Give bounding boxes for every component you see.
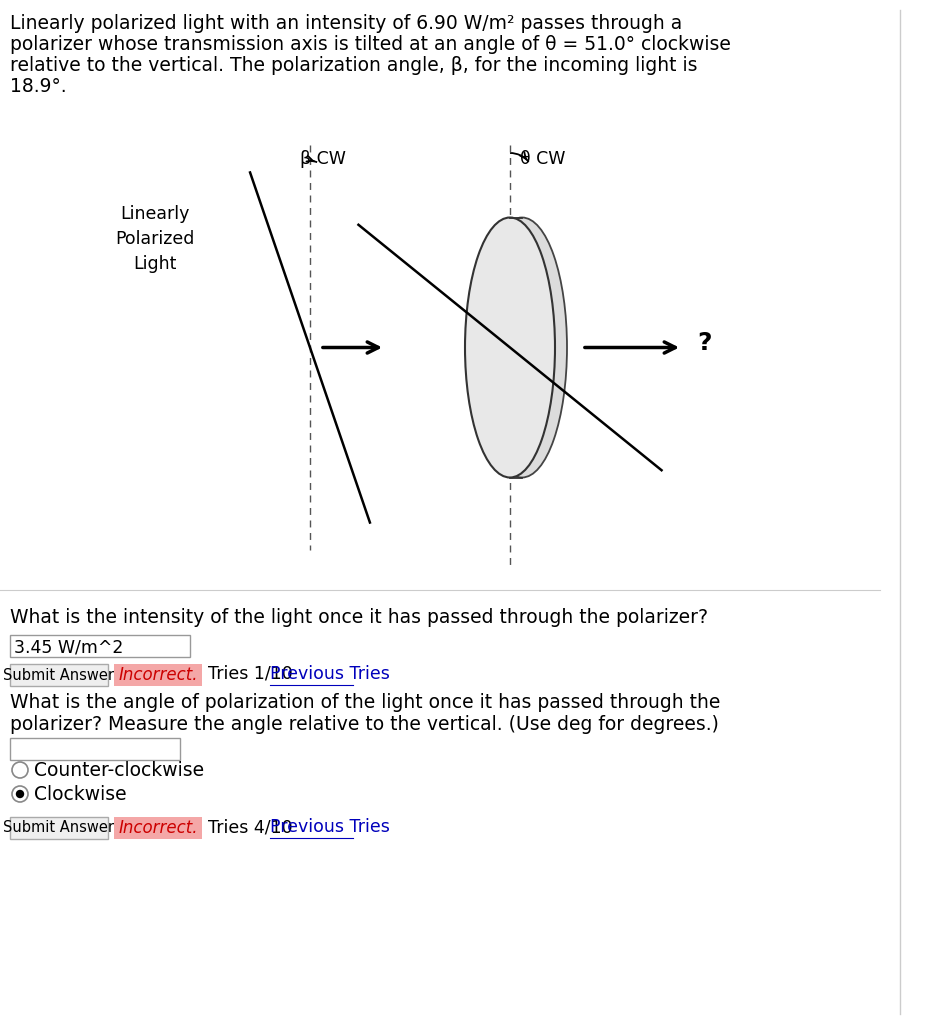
Text: Counter-clockwise: Counter-clockwise bbox=[34, 761, 204, 779]
Text: Incorrect.: Incorrect. bbox=[119, 819, 197, 837]
FancyBboxPatch shape bbox=[114, 664, 202, 686]
FancyBboxPatch shape bbox=[10, 664, 108, 686]
Text: polarizer? Measure the angle relative to the vertical. (Use deg for degrees.): polarizer? Measure the angle relative to… bbox=[10, 715, 718, 734]
Text: Incorrect.: Incorrect. bbox=[119, 666, 197, 684]
FancyBboxPatch shape bbox=[114, 817, 202, 839]
Text: θ CW: θ CW bbox=[520, 150, 565, 168]
FancyBboxPatch shape bbox=[10, 738, 180, 760]
Text: Tries 1/10: Tries 1/10 bbox=[208, 665, 293, 683]
Text: polarizer whose transmission axis is tilted at an angle of θ = 51.0° clockwise: polarizer whose transmission axis is til… bbox=[10, 35, 730, 54]
Text: 18.9°.: 18.9°. bbox=[10, 77, 67, 96]
Text: relative to the vertical. The polarization angle, β, for the incoming light is: relative to the vertical. The polarizati… bbox=[10, 56, 697, 75]
Text: What is the intensity of the light once it has passed through the polarizer?: What is the intensity of the light once … bbox=[10, 608, 708, 627]
Text: Tries 4/10: Tries 4/10 bbox=[208, 818, 293, 836]
Circle shape bbox=[12, 786, 28, 802]
Text: Linearly
Polarized
Light: Linearly Polarized Light bbox=[115, 205, 195, 273]
Ellipse shape bbox=[477, 217, 567, 477]
Text: 3.45 W/m^2: 3.45 W/m^2 bbox=[14, 638, 123, 656]
Text: Clockwise: Clockwise bbox=[34, 784, 127, 804]
Text: Submit Answer: Submit Answer bbox=[4, 820, 115, 836]
FancyBboxPatch shape bbox=[10, 817, 108, 839]
Text: Linearly polarized light with an intensity of 6.90 W/m² passes through a: Linearly polarized light with an intensi… bbox=[10, 14, 682, 33]
FancyBboxPatch shape bbox=[10, 635, 190, 657]
Circle shape bbox=[12, 762, 28, 778]
Text: Previous Tries: Previous Tries bbox=[270, 665, 390, 683]
Circle shape bbox=[17, 791, 23, 798]
Text: ?: ? bbox=[697, 331, 712, 354]
Text: β CW: β CW bbox=[300, 150, 346, 168]
Ellipse shape bbox=[465, 217, 555, 477]
Text: Submit Answer: Submit Answer bbox=[4, 668, 115, 683]
Text: What is the angle of polarization of the light once it has passed through the: What is the angle of polarization of the… bbox=[10, 693, 720, 712]
Text: Previous Tries: Previous Tries bbox=[270, 818, 390, 836]
